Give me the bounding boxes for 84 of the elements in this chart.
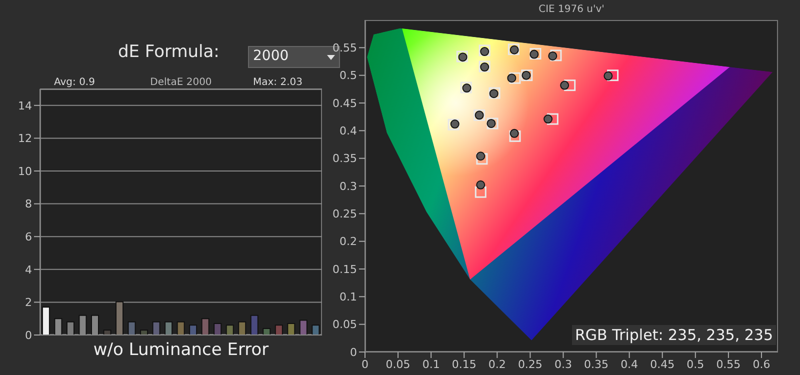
- x-tick-label: 0.4: [620, 358, 638, 371]
- x-tick-label: 0: [362, 358, 368, 371]
- y-tick-label: 0.1: [340, 290, 357, 304]
- y-tick-label: 0.05: [332, 318, 357, 332]
- text: Max: 2.03: [253, 77, 302, 88]
- y-tick-label: 14: [18, 99, 32, 112]
- y-tick-label: 0.4: [340, 124, 357, 138]
- bar: [287, 323, 296, 335]
- point: [507, 74, 516, 83]
- x-tick-label: 0.3: [554, 358, 572, 371]
- y-tick-label: 0.5: [340, 69, 357, 82]
- bar: [238, 321, 246, 335]
- chart-title: CIE 1976 u'v': [538, 4, 606, 15]
- y-tick-label: 12: [18, 132, 32, 146]
- text: 2000: [253, 48, 289, 64]
- y-tick-label: 0.25: [332, 208, 357, 221]
- x-tick-label: 0.6: [752, 358, 770, 371]
- point: [476, 152, 486, 161]
- y-tick-label: 0.2: [340, 235, 357, 248]
- bar: [176, 321, 185, 335]
- point: [564, 80, 576, 92]
- x-tick-label: 0.15: [452, 358, 476, 371]
- point: [486, 118, 498, 130]
- point: [509, 130, 521, 142]
- x-axis-title: w/o Luminance Error: [92, 340, 270, 360]
- bar: [164, 321, 173, 335]
- bar: [128, 321, 136, 335]
- annotation: RGB Triplet: 235, 235, 235: [572, 325, 776, 345]
- point: [474, 186, 486, 198]
- x-tick-label: 0.1: [422, 358, 440, 371]
- y-tick-label: 0: [350, 346, 357, 359]
- point: [548, 51, 558, 60]
- bar: [214, 323, 222, 335]
- x-tick-label: 0.05: [386, 358, 410, 371]
- bar: [42, 306, 50, 335]
- point: [450, 120, 460, 129]
- point: [560, 80, 570, 90]
- point: [480, 47, 490, 56]
- y-tick-label: 0.45: [332, 96, 357, 110]
- point: [530, 48, 542, 60]
- point: [476, 153, 488, 165]
- bar: [299, 320, 308, 335]
- bar: [152, 321, 160, 335]
- y-tick-label: 8: [25, 198, 32, 211]
- y-tick-label: 6: [25, 230, 32, 244]
- x-tick-label: 0.55: [716, 358, 741, 371]
- point: [550, 50, 562, 62]
- point: [486, 118, 496, 128]
- x-tick-label: 0.45: [650, 358, 675, 371]
- bar: [189, 324, 198, 335]
- x-tick-label: 0.35: [584, 358, 609, 371]
- point: [607, 70, 619, 82]
- bar: [116, 301, 124, 335]
- x-tick-label: 0.25: [518, 358, 542, 371]
- y-tick-label: 2: [25, 296, 32, 310]
- y-tick-label: 4: [25, 263, 32, 276]
- chart-title: DeltaE 2000: [150, 77, 212, 88]
- point: [544, 114, 553, 124]
- point: [530, 50, 539, 59]
- x-tick-label: 0.2: [488, 358, 506, 371]
- point: [509, 72, 521, 84]
- bar: [103, 330, 112, 335]
- bar: [274, 324, 283, 335]
- text: Avg: 0.9: [54, 77, 95, 88]
- point: [478, 44, 490, 56]
- y-tick-label: 10: [18, 164, 32, 178]
- point: [546, 113, 558, 125]
- point: [510, 128, 519, 138]
- bar: [201, 318, 210, 335]
- bar: [226, 324, 234, 335]
- y-tick-label: 0.35: [332, 152, 357, 166]
- point: [448, 118, 460, 130]
- y-tick-label: 0.3: [340, 180, 357, 193]
- x-tick-label: 0.5: [686, 358, 704, 371]
- point: [604, 71, 613, 80]
- y-tick-label: 0: [25, 328, 32, 342]
- bar: [140, 330, 148, 335]
- y-tick-label: 0.55: [332, 42, 357, 55]
- y-tick-label: 0.15: [332, 262, 357, 276]
- point: [476, 180, 486, 190]
- text: dE Formula:: [118, 42, 220, 62]
- bar: [312, 324, 320, 335]
- bar: [250, 314, 258, 335]
- bar: [262, 328, 271, 335]
